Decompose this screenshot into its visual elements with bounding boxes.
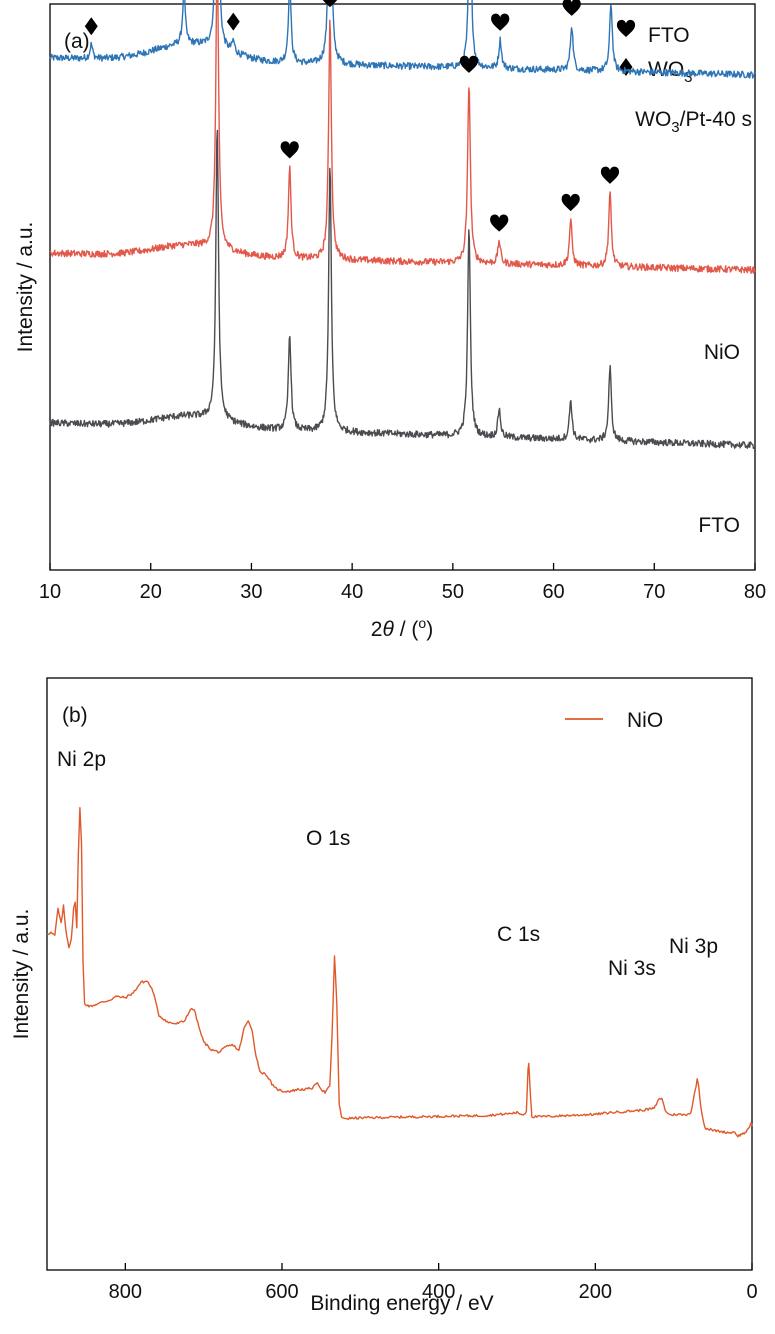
heart-marker-nio [490, 214, 509, 232]
spectrum-nio [49, 0, 756, 274]
panel-a-y-axis-title: Intensity / a.u. [14, 222, 37, 353]
panel-b-spectra [46, 807, 753, 1138]
heart-marker-wo3pt [562, 0, 581, 16]
panel-a-peak-markers [84, 0, 620, 232]
spectrum-wo3pt [49, 0, 756, 79]
panel-b-x-tick-label: 400 [422, 1281, 455, 1303]
heart-marker-nio [459, 55, 479, 73]
panel-b-x-axis-title: Binding energy / eV [310, 1292, 493, 1315]
spectrum-fto [49, 129, 756, 449]
panel-a-x-tick-label: 30 [240, 581, 262, 603]
series-label-nio: NiO [704, 341, 740, 364]
legend-heart-marker [616, 19, 636, 37]
panel-b-label: (b) [62, 704, 88, 727]
panel-a-x-tick-label: 70 [643, 581, 665, 603]
panel-a-frame [49, 3, 756, 571]
panel-a-x-tick-label: 20 [140, 581, 162, 603]
panel-b-x-tick-label: 0 [746, 1281, 757, 1303]
legend-nio-label: NiO [627, 709, 663, 732]
panel-a-x-axis: 10 20 30 40 50 60 70 80 [39, 563, 766, 603]
panel-b-frame [46, 677, 753, 1271]
panel-a-label: (a) [64, 30, 90, 53]
spectrum-nio-xps [46, 807, 753, 1138]
panel-b-x-tick-label: 600 [265, 1281, 298, 1303]
panel-a-x-tick-label: 10 [39, 581, 61, 603]
panel-a-x-tick-label: 60 [542, 581, 564, 603]
peak-label-ni3p: Ni 3p [669, 935, 718, 958]
panel-a-x-tick-label: 80 [744, 581, 766, 603]
panel-b-x-tick-label: 800 [109, 1281, 142, 1303]
panel-b-y-axis-title: Intensity / a.u. [10, 909, 33, 1040]
legend-fto-label: FTO [648, 24, 690, 47]
series-label-fto: FTO [698, 514, 740, 537]
panel-b-legend: NiO [565, 709, 663, 732]
peak-label-ni3s: Ni 3s [608, 957, 656, 980]
heart-marker-nio [280, 141, 299, 159]
diamond-marker-wo3pt [226, 12, 240, 31]
peak-label-ni2p: Ni 2p [57, 748, 106, 771]
heart-marker-wo3pt [491, 13, 510, 31]
heart-marker-nio [561, 193, 580, 212]
peak-label-c1s: C 1s [497, 923, 540, 946]
panel-a-xrd: (a) FTO WO3 WO3/Pt-40 s NiO FTO 10 20 30 40… [14, 0, 766, 641]
panel-a-legend: FTO WO3 [616, 19, 693, 86]
diamond-marker-wo3pt [84, 17, 98, 36]
panel-b-xps: (b) NiO Ni 2p O 1s C 1s Ni 3s Ni 3p 800 6… [10, 677, 758, 1315]
panel-a-spectra [49, 0, 756, 449]
panel-b-x-tick-label: 200 [579, 1281, 612, 1303]
heart-marker-nio [322, 0, 338, 8]
series-label-wo3pt: WO3/Pt-40 s [635, 108, 752, 136]
heart-marker-nio [600, 166, 620, 184]
panel-a-x-axis-title: 2θ / (o) [371, 615, 433, 641]
panel-b-x-axis: 800 600 400 200 0 [109, 1263, 758, 1303]
panel-a-x-tick-label: 40 [341, 581, 363, 603]
panel-a-x-tick-label: 50 [442, 581, 464, 603]
peak-label-o1s: O 1s [306, 827, 350, 850]
